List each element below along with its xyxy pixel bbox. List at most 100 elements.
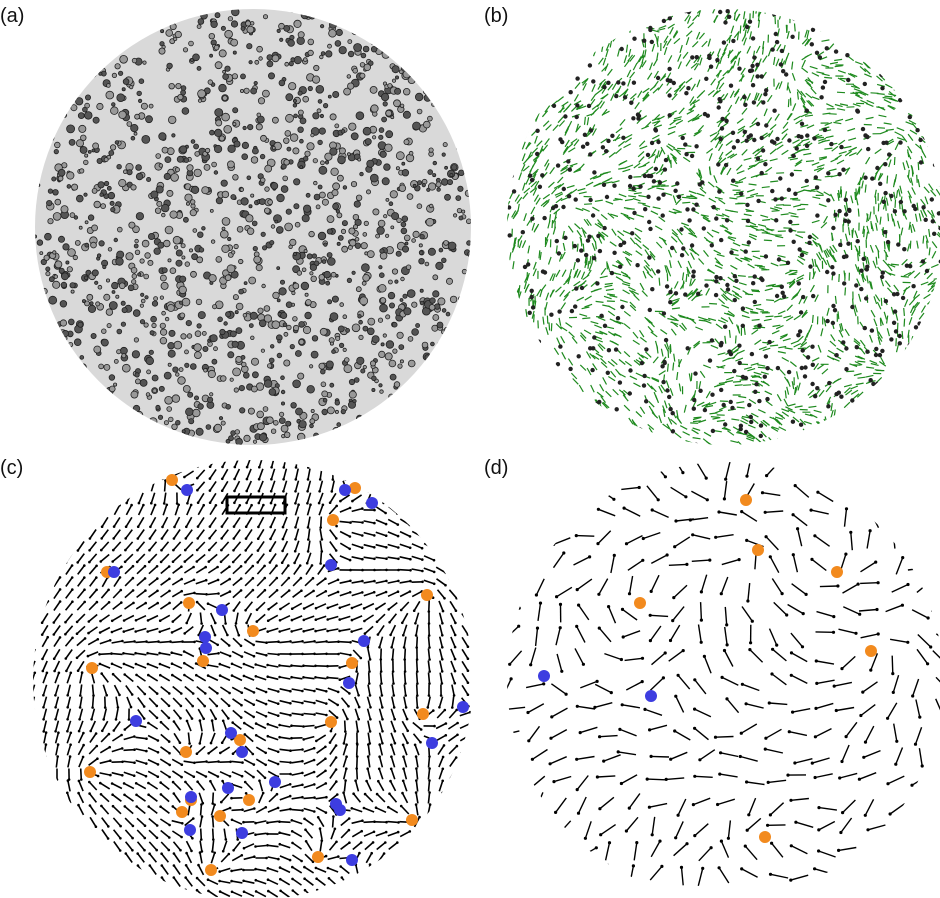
particle	[161, 204, 169, 212]
particle	[588, 198, 592, 202]
particle	[433, 6, 440, 13]
particle	[141, 103, 147, 109]
director	[555, 10, 559, 17]
particle	[251, 336, 255, 340]
director	[850, 13, 854, 20]
particle	[452, 45, 458, 51]
particle	[135, 373, 139, 377]
particle	[806, 355, 810, 359]
director	[854, 417, 856, 425]
director	[924, 402, 929, 408]
director	[526, 378, 530, 385]
particle	[875, 166, 879, 170]
particle	[774, 218, 778, 222]
particle	[168, 259, 171, 262]
particle	[815, 185, 819, 189]
particle	[915, 128, 919, 132]
particle	[447, 180, 452, 185]
director	[881, 420, 884, 428]
particle	[326, 281, 330, 285]
particle	[530, 73, 534, 77]
particle	[585, 28, 589, 32]
director	[549, 50, 553, 57]
particle	[54, 275, 58, 279]
particle	[607, 348, 611, 352]
particle	[253, 440, 256, 443]
director	[780, 264, 788, 265]
particle	[67, 267, 72, 272]
particle	[150, 331, 154, 335]
particle	[74, 416, 80, 422]
director	[852, 429, 855, 437]
particle	[370, 86, 377, 93]
particle	[403, 70, 411, 78]
particle	[453, 214, 456, 217]
director	[619, 17, 620, 25]
particle	[844, 212, 848, 216]
director	[533, 35, 538, 42]
director	[912, 16, 916, 23]
particle	[270, 241, 274, 245]
director	[829, 421, 832, 429]
director	[596, 14, 597, 22]
director	[891, 434, 895, 441]
particle	[36, 405, 41, 410]
particle	[267, 61, 273, 67]
particle	[702, 226, 706, 230]
particle	[885, 432, 889, 436]
director	[853, 11, 854, 19]
director	[918, 162, 919, 170]
particle	[648, 227, 652, 231]
particle	[723, 20, 727, 24]
particle	[284, 432, 290, 438]
particle	[242, 362, 247, 367]
particle	[512, 189, 516, 193]
director	[516, 316, 517, 324]
particle	[234, 244, 238, 248]
particle	[330, 383, 334, 387]
director	[923, 74, 929, 79]
particle	[418, 73, 426, 81]
director	[565, 382, 568, 390]
particle	[301, 282, 309, 290]
particle	[230, 378, 233, 381]
particle	[44, 434, 52, 442]
particle	[128, 285, 134, 291]
particle	[809, 11, 813, 15]
particle	[418, 181, 422, 185]
particle	[331, 272, 336, 277]
particle	[654, 128, 658, 132]
particle	[380, 298, 386, 304]
particle	[841, 168, 845, 172]
director	[659, 278, 660, 286]
director	[932, 357, 934, 365]
particle	[195, 331, 201, 337]
particle	[284, 160, 290, 166]
particle	[538, 185, 542, 189]
particle	[436, 262, 443, 269]
director	[686, 274, 687, 282]
director	[542, 69, 548, 75]
particle	[752, 138, 756, 142]
director	[795, 23, 796, 31]
particle	[457, 23, 463, 29]
particle	[385, 10, 393, 18]
particle	[891, 372, 895, 376]
director	[786, 25, 787, 33]
particle	[164, 372, 171, 379]
particle	[421, 29, 426, 34]
particle	[159, 164, 163, 168]
director	[608, 433, 610, 441]
particle	[850, 305, 854, 309]
particle	[277, 194, 285, 202]
particle	[320, 55, 324, 59]
particle	[773, 197, 777, 201]
particle	[380, 304, 388, 312]
director	[902, 331, 903, 339]
director	[511, 104, 514, 111]
particle	[393, 412, 397, 416]
particle	[433, 275, 438, 280]
particle	[195, 152, 200, 157]
particle	[567, 194, 571, 198]
particle	[214, 45, 219, 50]
